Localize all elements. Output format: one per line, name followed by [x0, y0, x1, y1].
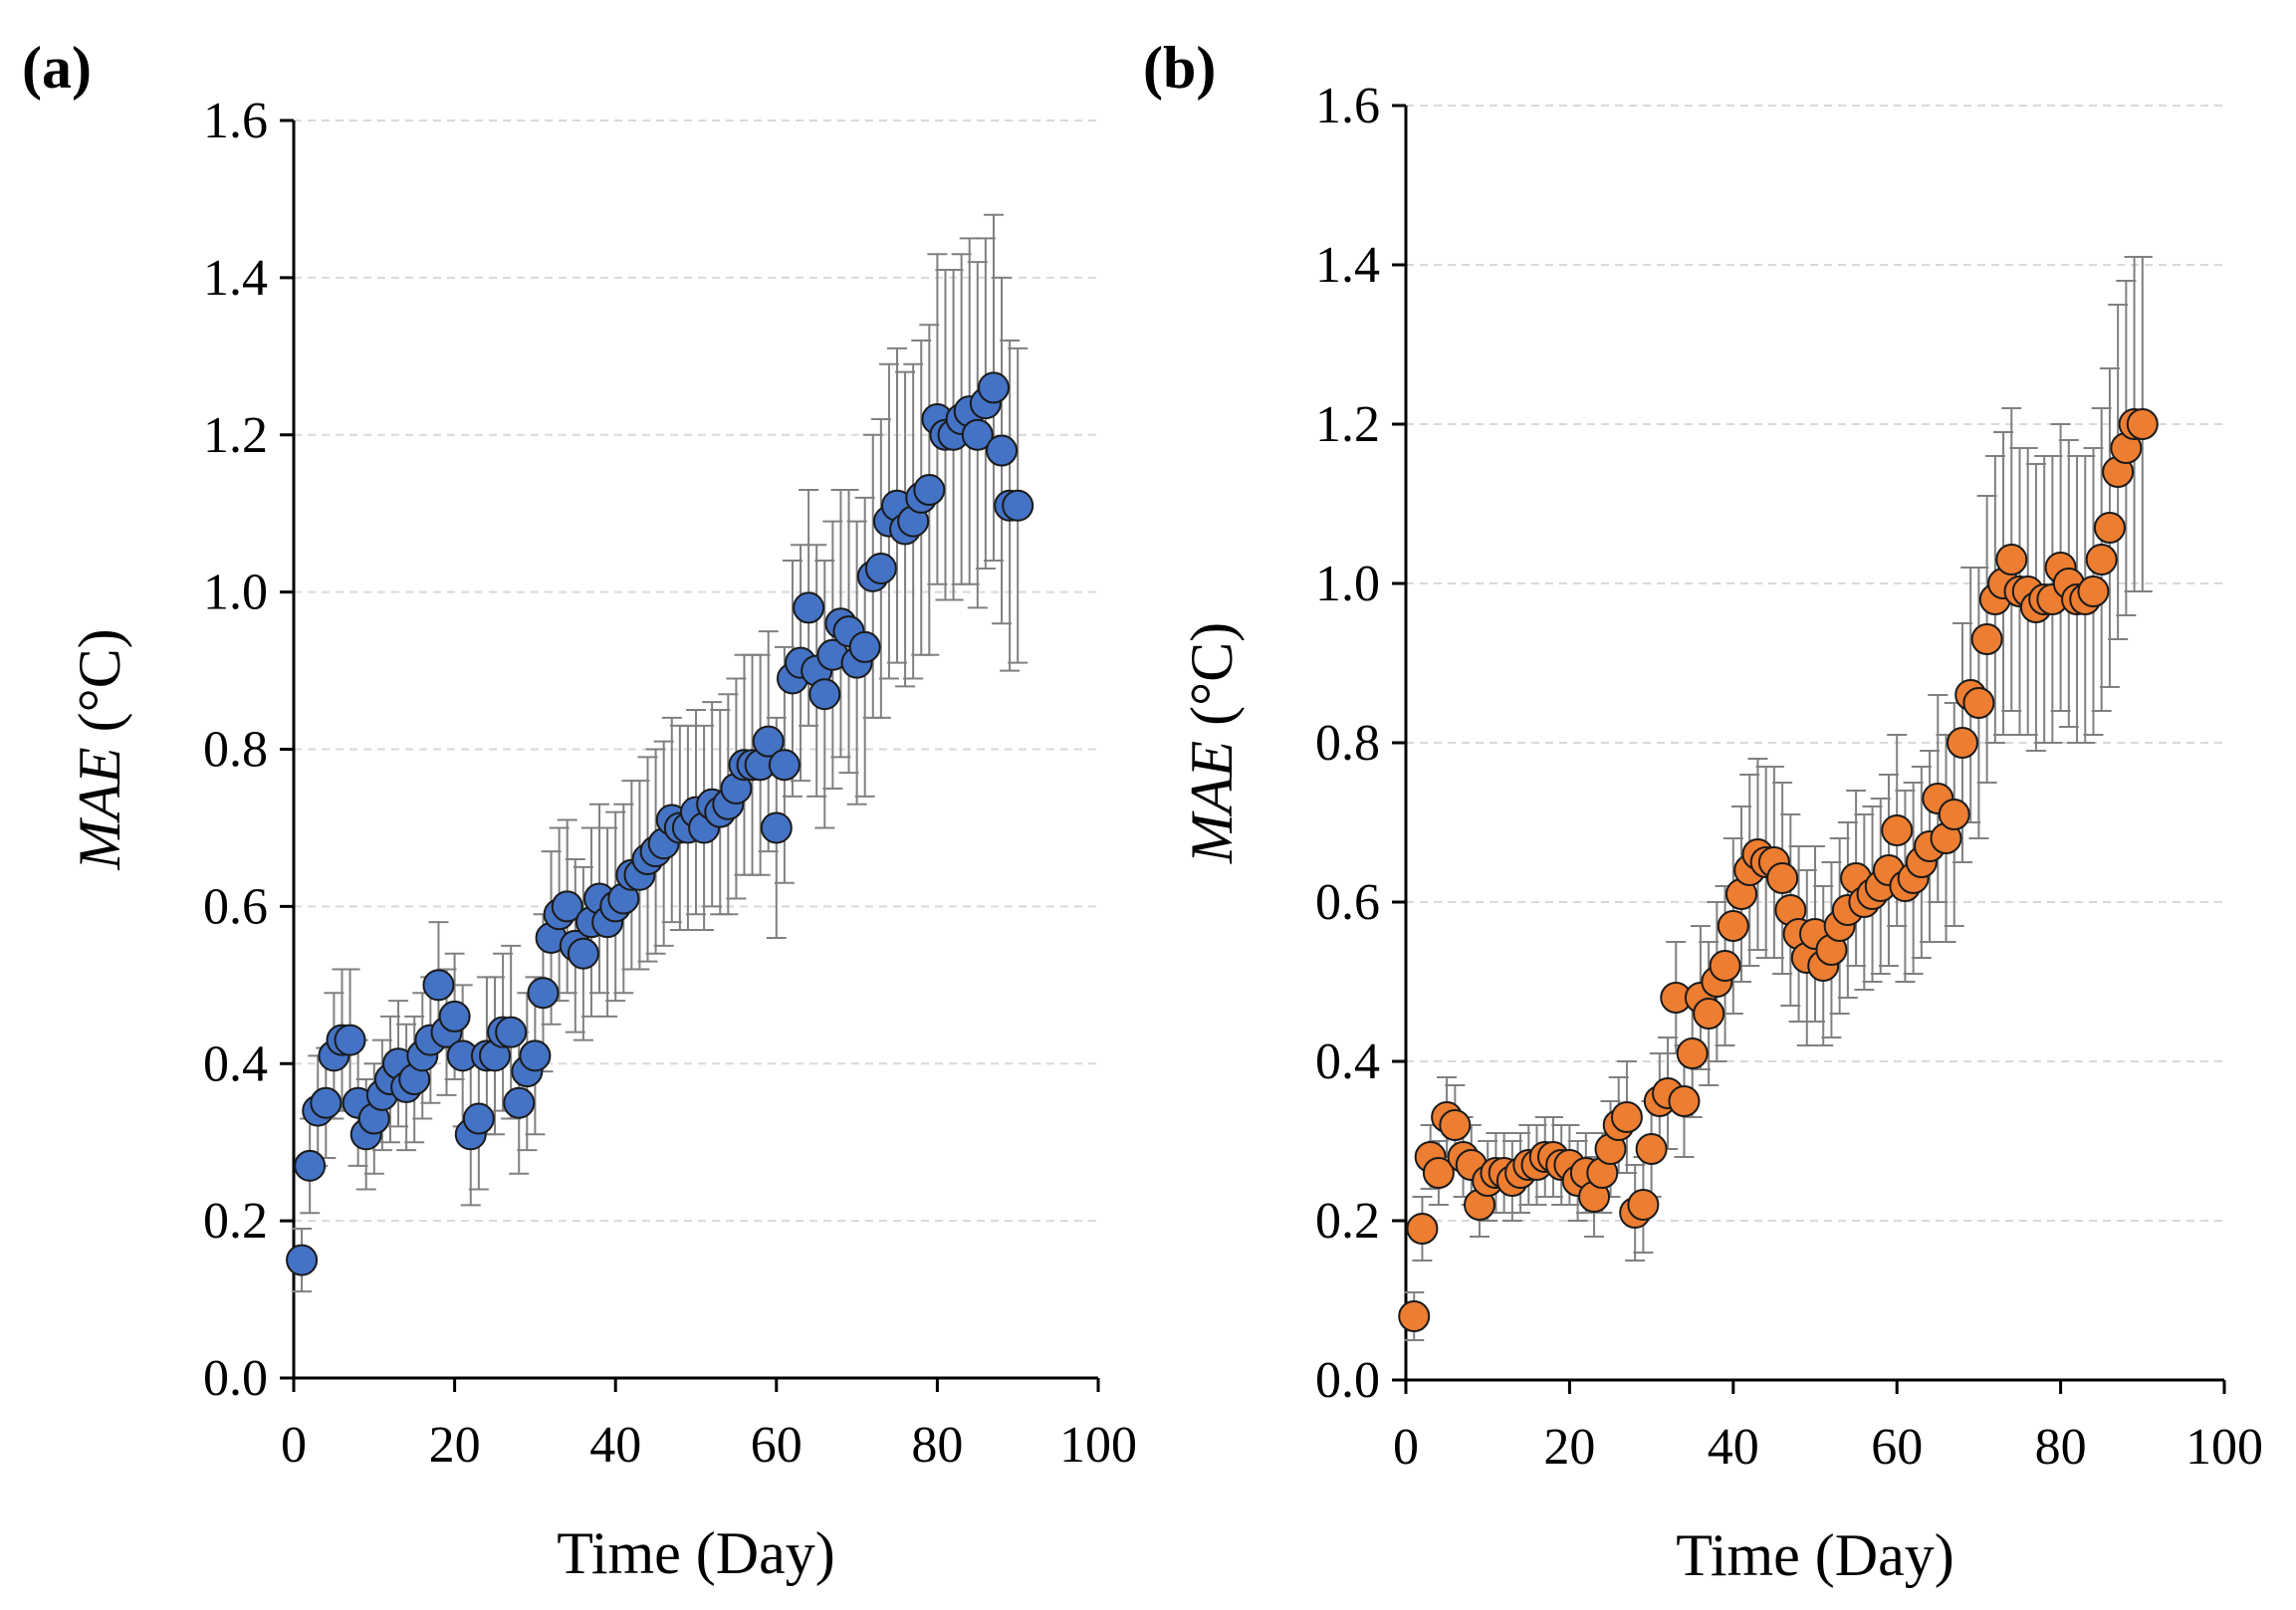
y-tick-label: 0.4	[1315, 1034, 1380, 1090]
x-tick-label: 60	[751, 1417, 803, 1474]
data-point	[1995, 544, 2028, 575]
y-tick-label: 1.0	[203, 565, 268, 621]
data-point	[1610, 1101, 1643, 1133]
y-axis-title-variable: MAE	[1179, 741, 1245, 864]
x-tick-label: 100	[2185, 1419, 2263, 1476]
y-tick-label: 1.2	[203, 407, 268, 464]
y-tick-label: 1.6	[1315, 78, 1380, 134]
data-point	[977, 371, 1010, 404]
y-tick-label: 1.0	[1315, 556, 1380, 612]
y-tick-label: 1.4	[203, 250, 268, 307]
data-point	[768, 749, 801, 782]
data-point	[495, 1016, 528, 1048]
chart-panel-b: 0.0 0.2 0.4 0.6 0.8 1.0 1.2 1.4 1.6 0 20 40 60 80 100 T…	[1143, 35, 2263, 1588]
data-point	[1693, 998, 1725, 1030]
data-point	[1422, 1157, 1455, 1189]
data-point	[864, 552, 897, 584]
data-point	[1002, 489, 1034, 522]
y-axis-title-variable: MAE	[67, 747, 132, 870]
data-point	[519, 1039, 552, 1072]
y-tick-label: 0.4	[203, 1035, 268, 1092]
data-point	[1938, 799, 1970, 830]
data-point	[310, 1086, 343, 1119]
x-tick-label: 20	[429, 1417, 481, 1474]
y-tick-label: 0.8	[203, 722, 268, 779]
data-point	[503, 1086, 536, 1119]
data-point	[334, 1024, 366, 1056]
data-point	[1962, 687, 1995, 719]
data-point	[848, 630, 881, 663]
data-point	[1766, 862, 1799, 894]
data-point	[808, 678, 841, 711]
data-point	[1439, 1109, 1472, 1141]
data-point	[1668, 1085, 1701, 1117]
data-point	[1709, 950, 1741, 982]
data-point	[527, 977, 560, 1010]
x-tick-label: 60	[1871, 1419, 1923, 1476]
data-point	[567, 937, 599, 970]
data-point	[752, 725, 785, 758]
y-tick-label: 0.0	[1315, 1352, 1380, 1409]
y-tick-label: 0.6	[1315, 874, 1380, 931]
data-point	[1627, 1189, 1660, 1221]
data-point	[2126, 408, 2159, 440]
x-tick-label: 80	[2035, 1419, 2087, 1476]
x-axis-title: Time (Day)	[557, 1520, 834, 1586]
data-point	[1946, 727, 1978, 759]
data-point	[1717, 910, 1749, 942]
panel-label: (a)	[22, 35, 92, 101]
data-point	[438, 1000, 471, 1033]
data-point	[294, 1149, 327, 1182]
error-bars	[292, 213, 1029, 1293]
data-point	[1635, 1133, 1668, 1165]
y-tick-label: 0.2	[1315, 1193, 1380, 1250]
data-point	[286, 1244, 319, 1276]
data-point	[1881, 814, 1914, 846]
y-tick-label: 1.6	[203, 93, 268, 149]
data-points	[1398, 408, 2159, 1332]
y-tick-label: 0.6	[203, 878, 268, 935]
data-point	[913, 474, 946, 507]
data-point	[462, 1102, 495, 1135]
data-point	[1398, 1300, 1431, 1332]
panel-label: (b)	[1143, 35, 1216, 101]
y-tick-label: 1.2	[1315, 396, 1380, 453]
x-tick-label: 40	[589, 1417, 641, 1474]
data-point	[2077, 575, 2110, 607]
data-points	[286, 371, 1034, 1276]
y-tick-label: 0.2	[203, 1193, 268, 1250]
x-tick-label: 0	[1393, 1419, 1419, 1476]
y-tick-label: 0.8	[1315, 715, 1380, 772]
data-point	[986, 434, 1019, 467]
y-axis-title-unit: (°C)	[67, 628, 132, 747]
y-tick-label: 0.0	[203, 1350, 268, 1407]
data-point	[1676, 1037, 1709, 1069]
data-point	[2085, 544, 2118, 575]
x-axis-title: Time (Day)	[1676, 1522, 1953, 1588]
x-tick-label: 100	[1059, 1417, 1137, 1474]
x-tick-label: 0	[281, 1417, 307, 1474]
chart-panel-a: 0.0 0.2 0.4 0.6 0.8 1.0 1.2 1.4 1.6 0 20 40 60 80 100 T…	[22, 35, 1137, 1586]
x-tick-label: 80	[911, 1417, 963, 1474]
y-axis-title: MAE (°C)	[1179, 622, 1245, 864]
data-point	[422, 969, 455, 1002]
data-point	[961, 418, 994, 451]
data-point	[2093, 512, 2126, 544]
y-axis-title-unit: (°C)	[1179, 622, 1245, 741]
x-tick-label: 40	[1708, 1419, 1759, 1476]
data-point	[1406, 1213, 1439, 1245]
data-point	[793, 591, 825, 624]
y-tick-label: 1.4	[1315, 237, 1380, 294]
data-point	[760, 811, 793, 844]
data-point	[551, 890, 583, 923]
data-point	[1970, 623, 2003, 655]
y-axis-title: MAE (°C)	[67, 628, 132, 870]
x-tick-label: 20	[1543, 1419, 1595, 1476]
